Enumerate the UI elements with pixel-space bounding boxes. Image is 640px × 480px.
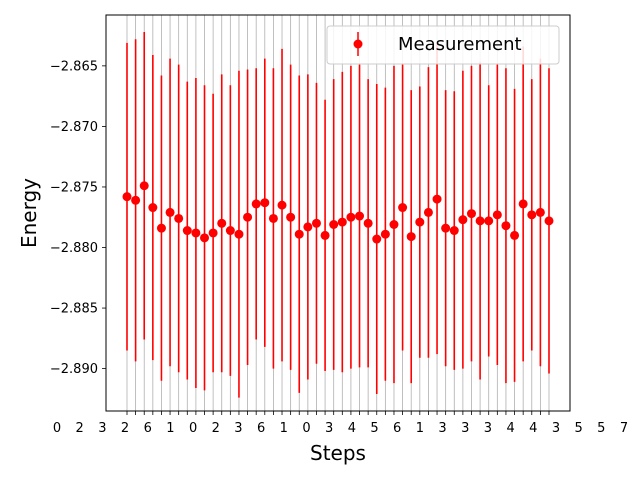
data-point [337,217,347,227]
x-tick-label: 1 [280,421,288,436]
data-point [139,181,149,191]
data-point [380,229,390,239]
data-point [518,199,528,209]
data-point [492,210,502,220]
x-tick-label: 0 [53,421,61,436]
x-tick-label: 3 [461,421,469,436]
data-point [277,200,287,210]
x-tick-label: 3 [325,421,333,436]
data-point [286,212,296,222]
x-tick-label: 2 [76,421,84,436]
data-point [320,230,330,240]
data-point [294,229,304,239]
data-point [200,233,210,243]
data-point [191,228,201,238]
y-tick-label: −2.865 [50,59,98,74]
x-tick-label: 3 [98,421,106,436]
x-tick-label: 5 [574,421,582,436]
data-point [208,228,218,238]
data-point [346,212,356,222]
data-point [398,203,408,213]
x-tick-label: 7 [620,421,628,436]
x-tick-label: 6 [393,421,401,436]
x-tick-label: 4 [506,421,514,436]
data-point [415,217,425,227]
data-point [355,211,365,221]
data-point [432,194,442,204]
data-point [527,210,537,220]
legend: Measurement [326,25,560,65]
data-point [311,218,321,228]
y-tick-label: −2.870 [50,120,98,135]
data-point [148,203,158,213]
data-point [122,192,132,202]
data-points [122,181,554,244]
data-point [165,207,175,217]
x-tick-label: 5 [597,421,605,436]
legend-label: Measurement [398,34,522,55]
data-point [510,230,520,240]
data-point [303,222,313,232]
x-tick-label: 3 [484,421,492,436]
data-point [484,216,494,226]
data-point [182,226,192,236]
y-tick-label: −2.890 [50,362,98,377]
x-tick-label: 3 [234,421,242,436]
x-tick-label: 1 [166,421,174,436]
x-tick-label: 0 [189,421,197,436]
x-tick-label: 2 [212,421,220,436]
x-tick-label: 0 [302,421,310,436]
x-tick-label: 2 [121,421,129,436]
x-tick-label: 6 [257,421,265,436]
data-point [389,220,399,230]
data-point [466,209,476,219]
data-point [475,216,485,226]
data-point [243,212,253,222]
data-point [234,229,244,239]
data-point [131,195,141,205]
data-point [501,221,511,231]
data-point [156,223,166,233]
x-axis-title: Steps [310,441,366,465]
data-point [423,207,433,217]
x-tick-label: 3 [438,421,446,436]
data-point [174,213,184,223]
data-point [458,215,468,225]
data-point [535,207,545,217]
y-tick-label: −2.880 [50,241,98,256]
data-point [329,220,339,230]
legend-box [326,25,560,65]
data-point [441,223,451,233]
data-point [217,218,227,228]
y-tick-label: −2.875 [50,180,98,195]
data-point [225,226,235,236]
plot-area-frame [105,14,571,412]
x-tick-label: 6 [144,421,152,436]
x-tick-label: 3 [552,421,560,436]
data-point [406,232,416,242]
data-point [449,226,459,236]
x-tick-label: 4 [348,421,356,436]
data-point [544,216,554,226]
data-point [363,218,373,228]
x-tick-label: 1 [416,421,424,436]
y-tick-label: −2.885 [50,302,98,317]
data-point [260,198,270,208]
data-point [251,199,261,209]
y-axis-ticks: −2.865 −2.870 −2.875 −2.880 −2.885 −2.890 [50,59,106,377]
x-tick-label: 4 [529,421,537,436]
x-tick-label: 5 [370,421,378,436]
y-axis-title: Energy [17,178,41,248]
legend-point-marker [353,39,363,49]
data-point [268,213,278,223]
data-point [372,234,382,244]
